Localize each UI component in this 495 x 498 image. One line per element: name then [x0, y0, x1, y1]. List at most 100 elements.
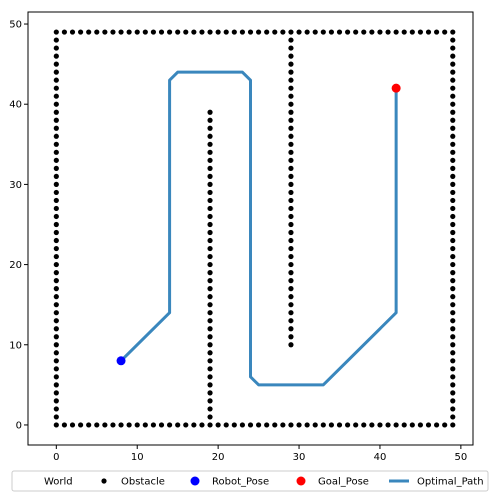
- y-tick-label: 10: [9, 340, 22, 351]
- obstacle-point: [288, 205, 294, 212]
- obstacle-point: [288, 261, 294, 268]
- legend-swatch-marker: [296, 476, 306, 486]
- obstacle-point: [450, 117, 456, 123]
- obstacle-point: [288, 229, 294, 236]
- obstacle-point: [53, 245, 59, 252]
- obstacle-point: [264, 29, 270, 35]
- obstacle-point: [450, 278, 456, 284]
- obstacle-point: [53, 310, 59, 316]
- obstacle-point: [102, 422, 108, 428]
- obstacle-point: [288, 117, 294, 123]
- obstacle-point: [450, 286, 456, 292]
- obstacle-point: [247, 422, 254, 428]
- obstacle-point: [450, 270, 456, 276]
- obstacle-point: [450, 406, 456, 412]
- obstacle-point: [450, 294, 456, 300]
- obstacle-point: [207, 334, 213, 340]
- obstacle-point: [320, 29, 326, 35]
- obstacle-point: [312, 422, 318, 428]
- obstacle-point: [207, 117, 213, 123]
- obstacle-point: [296, 422, 302, 428]
- obstacle-point: [450, 101, 456, 107]
- obstacle-point: [450, 53, 456, 59]
- obstacle-point: [207, 189, 213, 196]
- obstacle-point: [442, 422, 448, 428]
- obstacle-point: [207, 414, 213, 420]
- obstacle-point: [450, 326, 456, 332]
- obstacle-point: [53, 205, 59, 212]
- obstacle-point: [288, 133, 294, 139]
- obstacle-point: [450, 69, 456, 75]
- obstacle-point: [207, 366, 213, 372]
- obstacle-point: [450, 318, 456, 324]
- robot-pose-marker: [116, 356, 126, 366]
- obstacle-point: [158, 29, 165, 35]
- obstacle-point: [288, 245, 294, 252]
- obstacle-point: [450, 229, 456, 236]
- obstacle-point: [288, 93, 294, 99]
- obstacle-point: [207, 382, 213, 388]
- obstacle-point: [450, 61, 456, 67]
- obstacle-point: [353, 422, 359, 428]
- obstacle-point: [288, 310, 294, 316]
- obstacle-point: [369, 29, 375, 35]
- obstacle-point: [450, 157, 456, 163]
- axis-ticks: 0 10 20 30 40 50 0 10 20 30 40 50: [9, 20, 467, 463]
- obstacle-point: [207, 318, 213, 324]
- obstacle-point: [450, 125, 456, 131]
- obstacle-point: [450, 29, 456, 35]
- obstacle-point: [336, 29, 343, 35]
- obstacle-point: [231, 29, 237, 35]
- obstacle-point: [288, 61, 294, 67]
- obstacle-point: [199, 29, 205, 35]
- obstacle-point: [328, 29, 335, 35]
- obstacle-point: [175, 29, 181, 35]
- obstacle-point: [450, 205, 456, 212]
- obstacle-point: [409, 29, 415, 35]
- obstacle-point: [296, 29, 302, 35]
- obstacle-point: [207, 173, 213, 179]
- y-tick-label: 0: [16, 420, 22, 431]
- obstacle-point: [207, 374, 213, 380]
- obstacle-point: [207, 245, 213, 252]
- obstacle-point: [53, 85, 59, 91]
- obstacle-point: [272, 29, 278, 35]
- obstacle-point: [53, 37, 59, 43]
- legend-label: Robot_Pose: [212, 477, 269, 488]
- obstacle-point: [288, 302, 294, 308]
- obstacle-point: [288, 165, 294, 171]
- obstacle-point: [86, 422, 92, 428]
- obstacle-point: [450, 310, 456, 316]
- obstacle-point: [288, 422, 294, 428]
- obstacle-point: [53, 286, 59, 292]
- obstacle-point: [207, 141, 213, 147]
- y-tick-label: 40: [9, 100, 22, 111]
- obstacle-point: [53, 61, 59, 67]
- obstacle-point: [450, 93, 456, 99]
- obstacle-point: [207, 310, 213, 316]
- obstacle-point: [207, 205, 213, 212]
- obstacle-point: [191, 29, 197, 35]
- obstacle-point: [288, 318, 294, 324]
- obstacle-point: [288, 53, 294, 59]
- obstacle-point: [53, 45, 59, 51]
- obstacle-point: [158, 422, 165, 428]
- obstacle-point: [53, 390, 59, 396]
- obstacle-point: [450, 197, 456, 204]
- y-tick-label: 50: [9, 20, 22, 31]
- legend-label: Obstacle: [121, 477, 165, 488]
- obstacle-point: [450, 382, 456, 388]
- obstacle-point: [288, 326, 294, 332]
- obstacle-point: [280, 422, 286, 428]
- obstacle-point: [377, 422, 383, 428]
- obstacle-point: [53, 342, 59, 348]
- x-tick-label: 50: [454, 452, 467, 463]
- obstacle-point: [450, 85, 456, 91]
- obstacle-point: [288, 69, 294, 75]
- obstacle-point: [320, 422, 326, 428]
- obstacle-point: [53, 374, 59, 380]
- obstacle-point: [288, 141, 294, 147]
- obstacle-point: [77, 29, 84, 35]
- obstacle-point: [288, 157, 294, 163]
